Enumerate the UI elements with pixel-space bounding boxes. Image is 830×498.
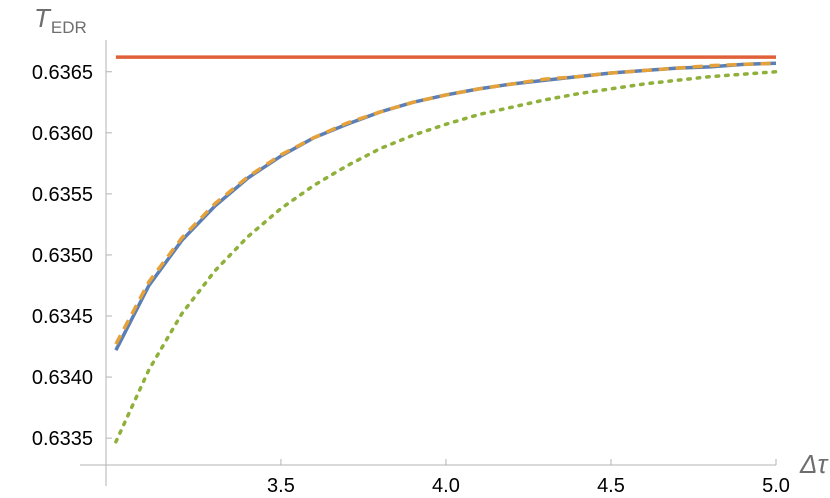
x-axis-title: Δτ (799, 449, 829, 479)
y-axis-title: TEDR (34, 3, 87, 37)
series-line-2 (114, 61, 777, 351)
series-line-4 (114, 70, 778, 444)
y-tick-label: 0.6355 (32, 184, 93, 206)
y-tick-label: 0.6335 (32, 428, 93, 450)
y-tick-label: 0.6365 (32, 62, 93, 84)
x-tick-label: 4.0 (432, 475, 460, 497)
y-tick-label: 0.6350 (32, 245, 93, 267)
y-tick-label: 0.6360 (32, 123, 93, 145)
series-line-3 (114, 61, 777, 345)
ticks: 3.5 4.0 4.5 5.0 0.6335 0.6340 0.6345 0.6350 0.63… (32, 62, 790, 497)
x-tick-label: 5.0 (762, 475, 790, 497)
y-axis-title-main: T (34, 3, 52, 33)
series (114, 55, 778, 444)
y-tick-label: 0.6340 (32, 367, 93, 389)
x-tick-label: 4.5 (597, 475, 625, 497)
y-tick-label: 0.6345 (32, 306, 93, 328)
x-tick-label: 3.5 (267, 475, 295, 497)
y-axis-title-subscript: EDR (51, 18, 87, 37)
